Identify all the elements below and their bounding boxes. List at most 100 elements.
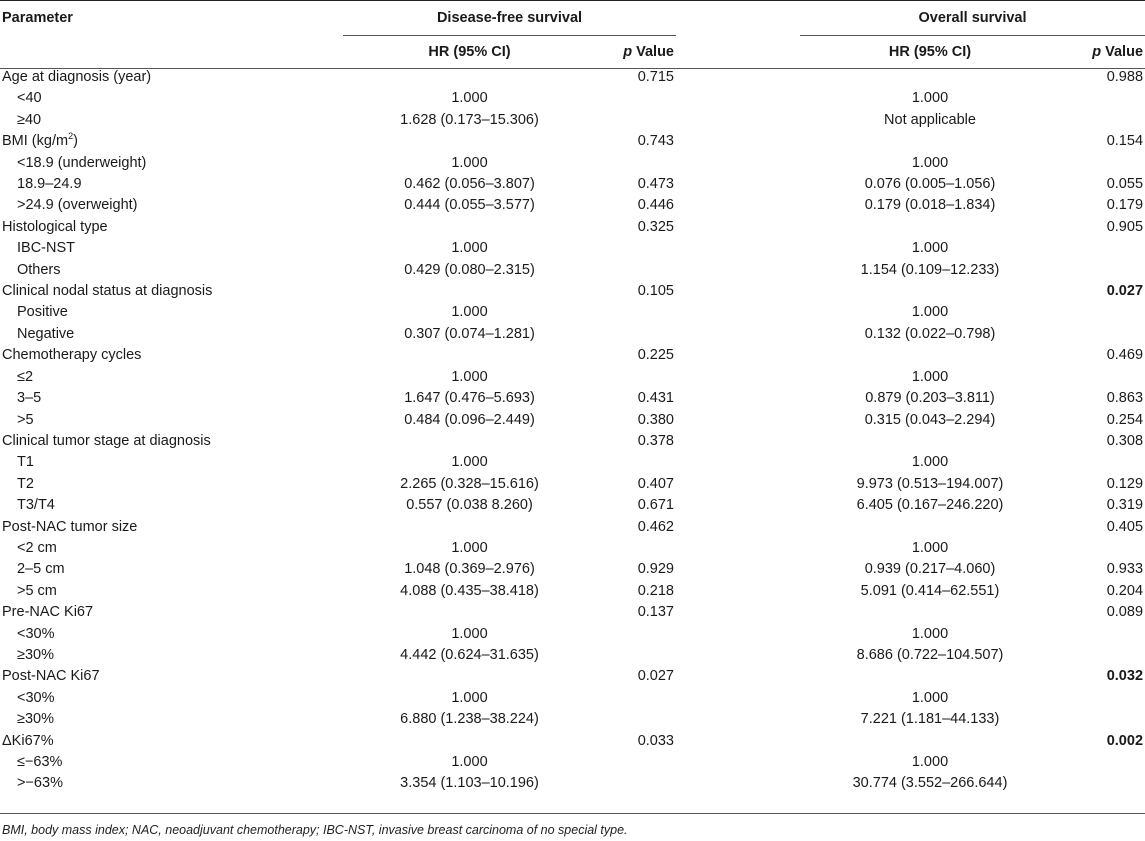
dfs-hr-cell	[343, 217, 596, 238]
row-label: Post-NAC Ki67	[2, 668, 100, 685]
dfs-hr-cell: 2.265 (0.328–15.616)	[400, 475, 539, 492]
dfs-p-cell: 0.137	[637, 604, 674, 621]
row-label: Positive	[17, 304, 68, 321]
os-hr-cell	[800, 281, 1060, 302]
row-label: <30%	[17, 625, 55, 642]
dfs-hr-cell	[343, 131, 596, 152]
dfs-p-header: p Value	[596, 37, 676, 67]
os-hr-cell	[800, 67, 1060, 88]
os-p-cell: 0.863	[1106, 390, 1144, 407]
dfs-p-cell: 0.715	[637, 69, 674, 85]
row-label: ≥30%	[17, 711, 54, 728]
dfs-p-cell: 0.033	[637, 732, 674, 749]
table-row: ≥30% 4.442 (0.624–31.635) 8.686 (0.722–104…	[0, 645, 1145, 666]
table-row: ΔKi67% 0.033 0.002	[0, 731, 1145, 752]
dfs-hr-cell: 1.000	[451, 90, 488, 107]
dfs-p-cell: 0.378	[637, 432, 674, 449]
dfs-p-cell: 0.105	[637, 283, 674, 300]
dfs-hr-cell: 1.000	[451, 454, 488, 471]
os-p-cell	[1060, 688, 1145, 709]
dfs-p-cell: 0.325	[637, 218, 674, 235]
row-label: Clinical nodal status at diagnosis	[2, 283, 213, 300]
row-label: <30%	[17, 689, 55, 706]
row-label: <18.9 (underweight)	[17, 154, 147, 171]
table-row: Negative 0.307 (0.074–1.281) 0.132 (0.022–…	[0, 324, 1145, 345]
dfs-hr-cell: 4.442 (0.624–31.635)	[400, 646, 539, 663]
dfs-p-cell: 0.027	[637, 668, 674, 685]
dfs-hr-cell: 1.000	[451, 754, 488, 770]
spacer-cell	[676, 67, 800, 88]
dfs-hr-cell: 0.462 (0.056–3.807)	[404, 176, 535, 193]
os-p-cell	[1060, 624, 1145, 645]
table-row: Pre-NAC Ki67 0.137 0.089	[0, 602, 1145, 623]
os-hr-cell	[800, 602, 1060, 623]
os-hr-cell	[800, 217, 1060, 238]
spacer-cell	[676, 260, 800, 281]
blank-subheader	[0, 37, 343, 67]
row-label: >24.9 (overweight)	[17, 197, 138, 214]
os-hr-cell: 5.091 (0.414–62.551)	[860, 582, 1000, 599]
dfs-p-cell	[596, 688, 676, 709]
row-label: >5 cm	[17, 582, 57, 599]
p-italic: p	[1092, 44, 1102, 60]
spacer-cell	[676, 773, 800, 794]
table-row: Clinical tumor stage at diagnosis 0.378 0.…	[0, 431, 1145, 452]
table-row: T1 1.000 1.000	[0, 452, 1145, 473]
dfs-p-cell: 0.671	[637, 497, 674, 514]
dfs-hr-cell: 1.628 (0.173–15.306)	[400, 111, 539, 128]
table-row: Positive 1.000 1.000	[0, 302, 1145, 323]
spacer-cell	[676, 110, 800, 131]
os-p-cell: 0.154	[1106, 133, 1144, 150]
bottom-rule	[0, 813, 1145, 814]
os-p-cell: 0.988	[1106, 69, 1144, 85]
row-label: Negative	[17, 325, 75, 342]
spacer-cell	[676, 666, 800, 687]
dfs-hr-cell	[343, 517, 596, 538]
spacer-cell	[676, 217, 800, 238]
spacer-cell	[676, 174, 800, 195]
table-row: ≤−63% 1.000 1.000	[0, 752, 1145, 773]
dfs-hr-cell: 1.000	[451, 689, 488, 706]
os-p-cell	[1060, 538, 1145, 559]
spacer-cell	[676, 367, 800, 388]
dfs-hr-cell: 3.354 (1.103–10.196)	[400, 775, 539, 792]
dfs-p-cell: 0.446	[637, 197, 674, 214]
spacer-cell	[676, 452, 800, 473]
dfs-p-cell	[596, 752, 676, 773]
os-p-cell	[1060, 302, 1145, 323]
dfs-p-cell: 0.218	[637, 582, 674, 599]
dfs-p-cell	[596, 538, 676, 559]
dfs-p-cell	[596, 260, 676, 281]
os-p-cell	[1060, 324, 1145, 345]
spacer-cell	[676, 517, 800, 538]
table-row: Age at diagnosis (year) 0.715 0.988	[0, 67, 1145, 88]
os-p-cell	[1060, 260, 1145, 281]
os-p-cell	[1060, 153, 1145, 174]
os-hr-cell: 1.000	[911, 90, 949, 107]
dfs-underline	[343, 35, 676, 36]
dfs-p-cell	[596, 302, 676, 323]
p-rest: Value	[1101, 44, 1144, 60]
os-hr-cell: 1.000	[911, 454, 949, 471]
os-underline	[800, 35, 1145, 36]
os-hr-header: HR (95% CI)	[888, 44, 972, 60]
row-label: T1	[17, 454, 34, 471]
os-hr-cell: 0.939 (0.217–4.060)	[864, 561, 996, 578]
dfs-hr-cell: 1.048 (0.369–2.976)	[404, 561, 535, 578]
table-row: Chemotherapy cycles 0.225 0.469	[0, 345, 1145, 366]
os-p-cell	[1060, 238, 1145, 259]
table-row: IBC-NST 1.000 1.000	[0, 238, 1145, 259]
row-label: >5	[17, 411, 34, 428]
os-p-cell	[1060, 88, 1145, 109]
table-row: <2 cm 1.000 1.000	[0, 538, 1145, 559]
os-p-cell: 0.032	[1106, 668, 1144, 685]
dfs-p-cell: 0.743	[637, 133, 674, 150]
row-label: Clinical tumor stage at diagnosis	[2, 432, 211, 449]
os-p-cell	[1060, 367, 1145, 388]
dfs-p-cell: 0.407	[637, 475, 674, 492]
row-label: ≤2	[17, 368, 34, 385]
os-p-cell: 0.027	[1106, 283, 1144, 300]
os-hr-cell: 6.405 (0.167–246.220)	[856, 497, 1004, 514]
table-row: >5 0.484 (0.096–2.449) 0.380 0.315 (0.043–2…	[0, 410, 1145, 431]
survival-table: Parameter Disease-free survival Overall …	[0, 10, 1145, 794]
